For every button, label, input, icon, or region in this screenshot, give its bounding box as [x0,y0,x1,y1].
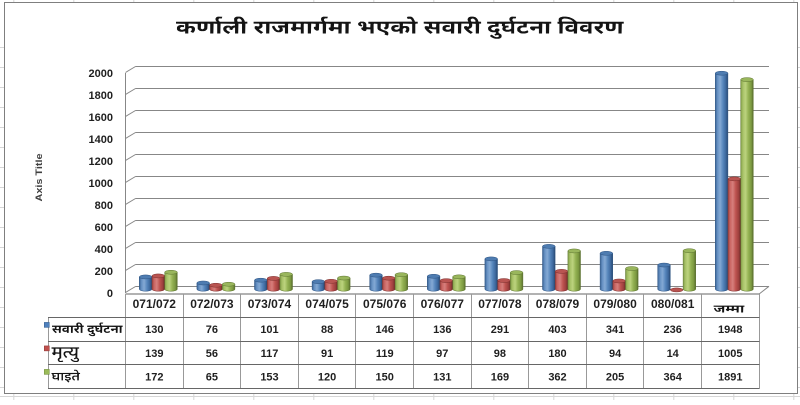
svg-text:1891: 1891 [718,371,742,383]
svg-text:14: 14 [667,348,680,360]
svg-text:1800: 1800 [89,90,113,102]
svg-text:150: 150 [376,371,394,383]
svg-text:91: 91 [321,348,333,360]
svg-text:1948: 1948 [718,324,742,336]
svg-text:075/076: 075/076 [363,297,407,311]
svg-text:136: 136 [433,324,451,336]
svg-text:120: 120 [318,371,336,383]
svg-text:119: 119 [376,348,394,360]
svg-text:2000: 2000 [89,68,113,80]
svg-text:074/075: 074/075 [305,297,349,311]
svg-text:131: 131 [433,371,451,383]
svg-text:1005: 1005 [718,348,742,360]
svg-text:Axis Title: Axis Title [34,154,45,202]
svg-text:94: 94 [609,348,622,360]
svg-text:079/080: 079/080 [593,297,637,311]
svg-text:76: 76 [206,324,218,336]
svg-text:98: 98 [494,348,506,360]
svg-text:1600: 1600 [89,112,113,124]
svg-text:146: 146 [376,324,394,336]
svg-text:139: 139 [145,348,163,360]
svg-text:153: 153 [260,371,278,383]
svg-text:403: 403 [548,324,566,336]
svg-text:205: 205 [606,371,624,383]
svg-text:078/079: 078/079 [536,297,580,311]
svg-text:400: 400 [95,244,113,256]
svg-text:072/073: 072/073 [190,297,234,311]
svg-text:071/072: 071/072 [133,297,177,311]
svg-text:080/081: 080/081 [651,297,695,311]
svg-text:073/074: 073/074 [248,297,292,311]
svg-text:130: 130 [145,324,163,336]
svg-text:56: 56 [206,348,218,360]
svg-text:172: 172 [145,371,163,383]
svg-text:236: 236 [664,324,682,336]
svg-text:362: 362 [548,371,566,383]
svg-text:1200: 1200 [89,156,113,168]
svg-text:1400: 1400 [89,134,113,146]
svg-text:077/078: 077/078 [478,297,522,311]
svg-text:600: 600 [95,222,113,234]
svg-text:800: 800 [95,200,113,212]
svg-text:180: 180 [548,348,566,360]
svg-text:291: 291 [491,324,509,336]
svg-text:1000: 1000 [89,178,113,190]
svg-text:341: 341 [606,324,624,336]
svg-text:65: 65 [206,371,218,383]
svg-text:076/077: 076/077 [421,297,465,311]
svg-text:88: 88 [321,324,333,336]
svg-text:101: 101 [260,324,278,336]
svg-text:0: 0 [107,288,113,300]
svg-text:117: 117 [261,348,279,360]
svg-text:97: 97 [436,348,448,360]
svg-text:364: 364 [664,371,683,383]
svg-text:169: 169 [491,371,509,383]
svg-text:200: 200 [95,266,113,278]
